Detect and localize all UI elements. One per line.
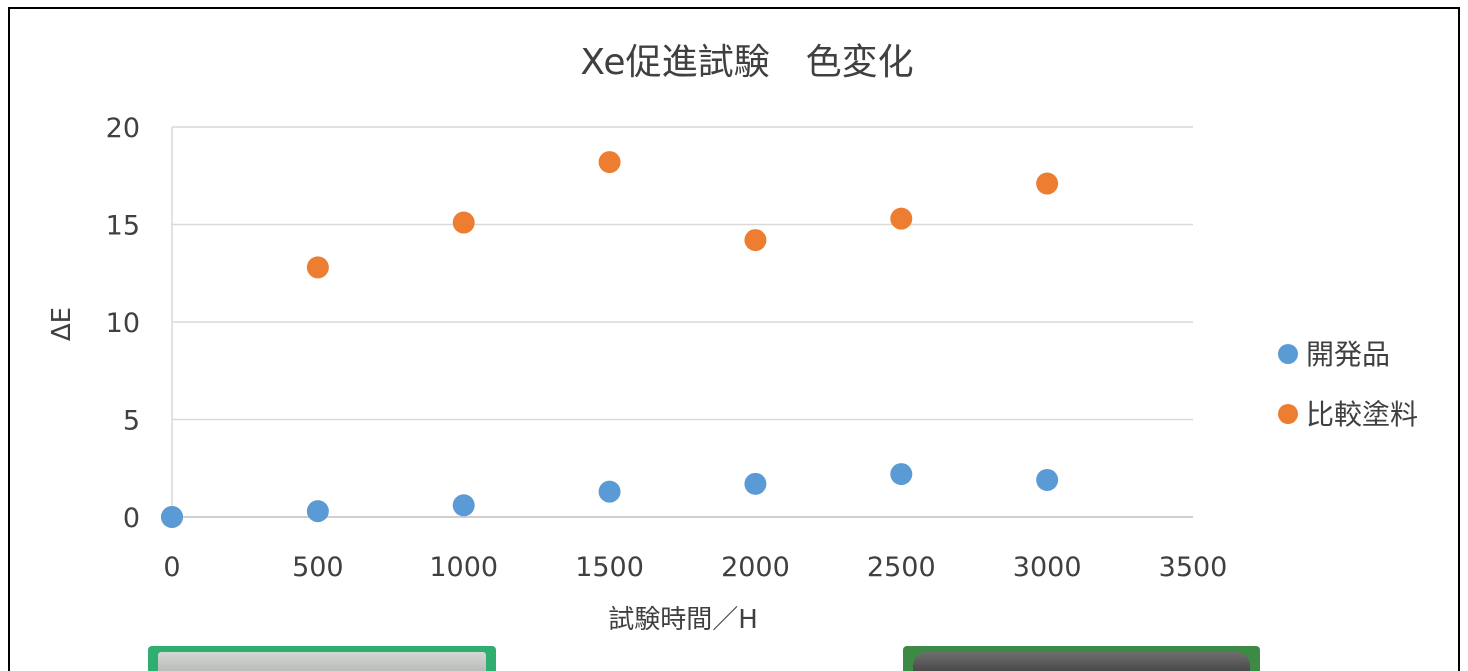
data-points xyxy=(161,151,1059,528)
y-tick-label: 15 xyxy=(106,211,140,242)
point-comp-2 xyxy=(452,211,475,234)
point-comp-4 xyxy=(744,229,767,252)
legend: 開発品 比較塗料 xyxy=(1278,338,1418,431)
x-tick-label: 1500 xyxy=(575,552,644,583)
point-comp-5 xyxy=(890,207,913,230)
x-tick-label: 2000 xyxy=(721,552,790,583)
point-comp-1 xyxy=(306,256,329,279)
y-tick-label: 10 xyxy=(106,308,140,339)
chart-title: Xe促進試験 色変化 xyxy=(580,42,913,83)
y-tick-label: 5 xyxy=(123,406,140,437)
legend-label-dev: 開発品 xyxy=(1306,338,1390,371)
point-comp-6 xyxy=(1036,172,1059,195)
point-dev-1 xyxy=(306,500,329,523)
point-dev-4 xyxy=(744,472,767,495)
x-tick-label: 0 xyxy=(163,552,180,583)
y-tick-label: 20 xyxy=(106,113,140,144)
point-dev-6 xyxy=(1036,468,1059,491)
point-dev-2 xyxy=(452,494,475,517)
x-tick-label: 1000 xyxy=(429,552,498,583)
chart-frame xyxy=(8,7,1460,671)
point-dev-3 xyxy=(598,480,621,503)
x-tick-label: 2500 xyxy=(867,552,936,583)
point-comp-3 xyxy=(598,151,621,174)
y-tick-label: 0 xyxy=(123,503,140,534)
x-tick-label: 3500 xyxy=(1159,552,1228,583)
legend-marker-dev xyxy=(1278,344,1298,364)
point-dev-0 xyxy=(161,506,183,528)
legend-marker-comp xyxy=(1278,404,1298,424)
x-tick-labels: 0 500 1000 1500 2000 2500 3000 3500 xyxy=(163,552,1227,583)
gridlines xyxy=(171,126,1193,518)
y-axis-label: ΔE xyxy=(47,307,77,341)
x-axis-label: 試験時間／H xyxy=(608,605,758,635)
sample-photo-developed xyxy=(148,646,496,671)
x-tick-label: 3000 xyxy=(1013,552,1082,583)
point-dev-5 xyxy=(890,463,913,486)
y-tick-labels: 0 5 10 15 20 xyxy=(106,113,140,534)
legend-label-comp: 比較塗料 xyxy=(1306,398,1418,431)
x-tick-label: 500 xyxy=(292,552,344,583)
sample-photo-comparison xyxy=(903,646,1260,671)
